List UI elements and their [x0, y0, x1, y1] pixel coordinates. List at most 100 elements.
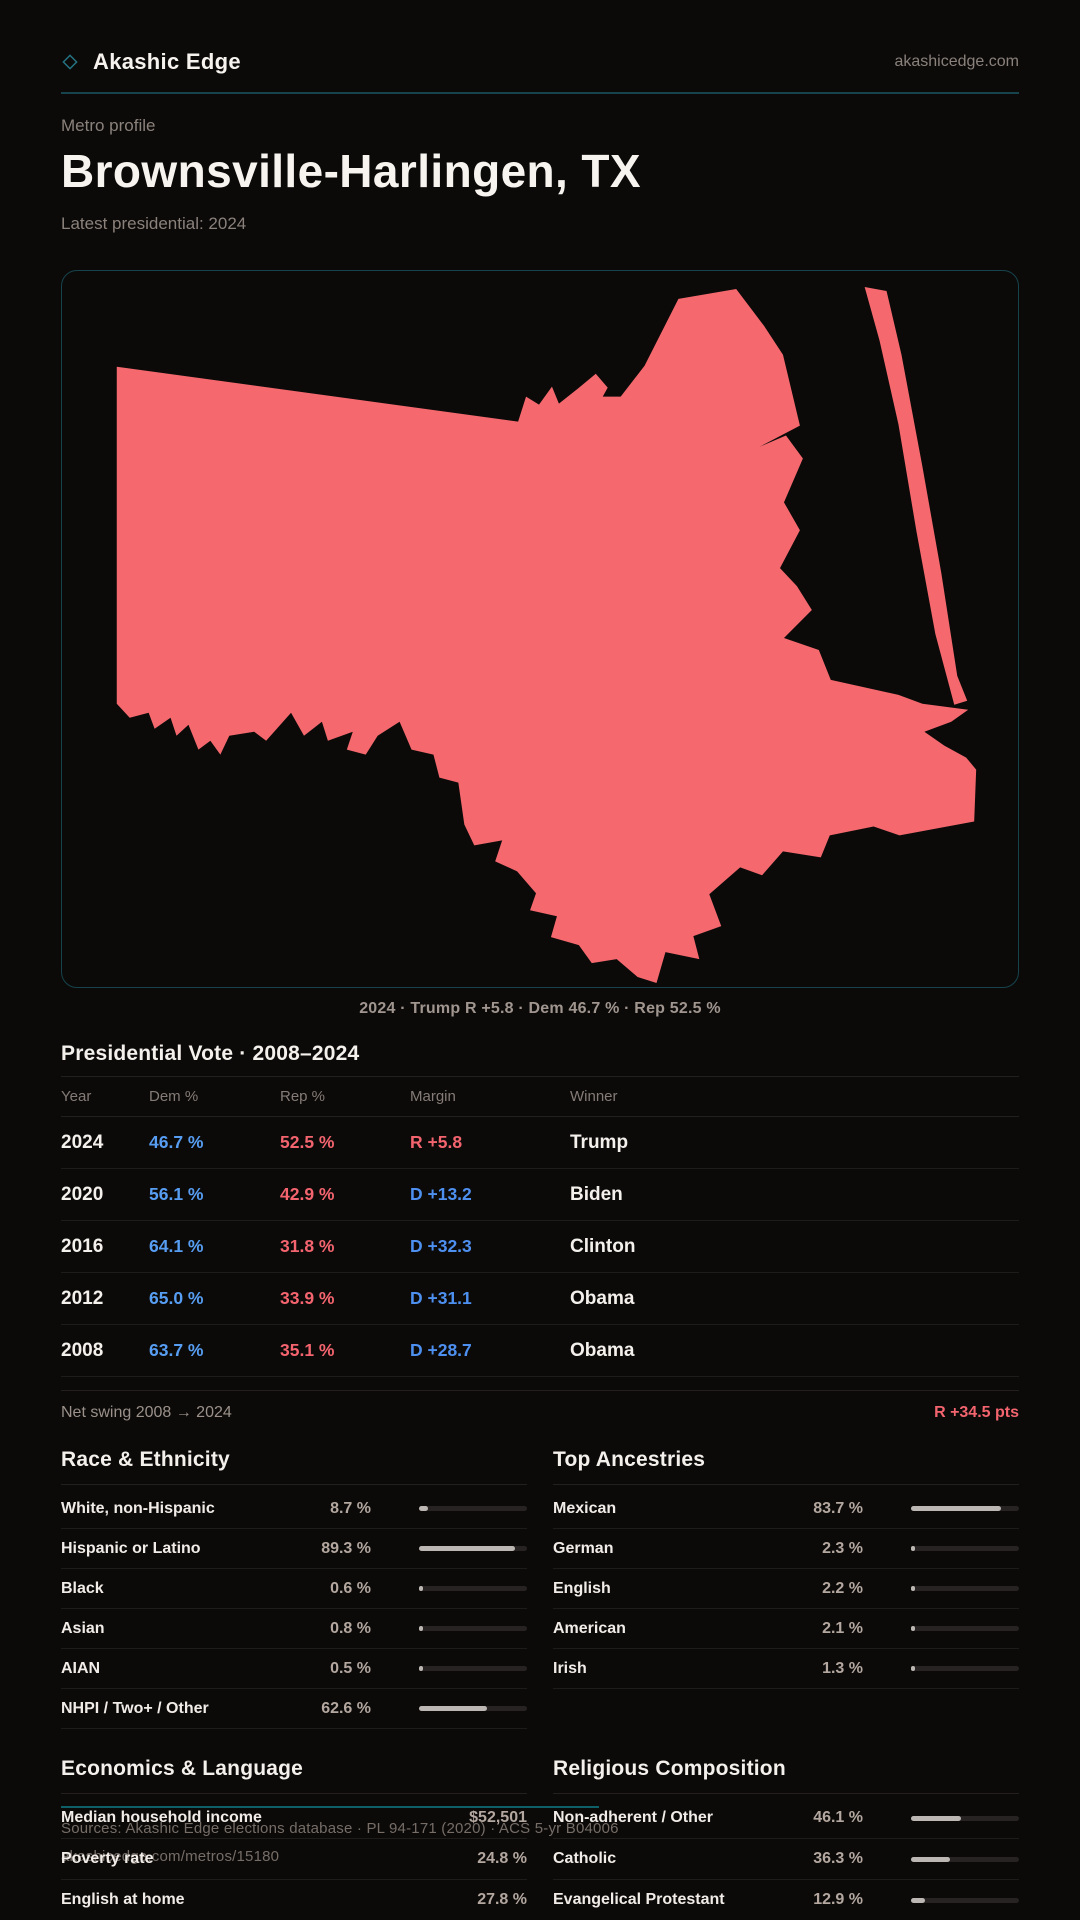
stat-value: 2.1 %	[822, 1619, 863, 1637]
stat-bar	[911, 1815, 1019, 1821]
rep-cell: 33.9 %	[280, 1288, 335, 1308]
stat-value: 0.5 %	[330, 1659, 371, 1677]
stat-row: White, non-Hispanic 8.7 %	[61, 1489, 527, 1529]
stat-bar	[911, 1897, 1019, 1903]
stat-row: Irish 1.3 %	[553, 1649, 1019, 1689]
net-swing-row: Net swing 2008 → 2024 R +34.5 pts	[61, 1390, 1019, 1422]
rep-cell: 42.9 %	[280, 1184, 335, 1204]
stat-label: Catholic	[553, 1850, 617, 1867]
stat-value: $52,501	[469, 1809, 527, 1826]
footer-permalink[interactable]: akashicedge.com/metros/15180	[61, 1848, 280, 1865]
stat-label: Non-adherent / Other	[553, 1809, 714, 1826]
site-header: Akashic Edge akashicedge.com	[61, 46, 1019, 78]
winner-cell: Obama	[570, 1339, 635, 1361]
race-ethnicity-section: Race & Ethnicity White, non-Hispanic 8.7…	[61, 1448, 527, 1729]
religion-section-title: Religious Composition	[553, 1757, 786, 1780]
stat-label: German	[553, 1539, 614, 1557]
year-cell: 2008	[61, 1339, 104, 1361]
stat-value: 0.6 %	[330, 1579, 371, 1597]
margin-cell: D +32.3	[410, 1236, 472, 1256]
county-shape	[116, 288, 977, 984]
winner-cell: Clinton	[570, 1235, 636, 1257]
stat-bar	[911, 1586, 1019, 1591]
stat-bar	[419, 1626, 527, 1631]
stat-value: 0.8 %	[330, 1619, 371, 1637]
stat-row: Hispanic or Latino 89.3 %	[61, 1529, 527, 1569]
stat-value: 89.3 %	[321, 1539, 371, 1557]
stat-label: Evangelical Protestant	[553, 1891, 725, 1908]
stat-value: 2.3 %	[822, 1539, 863, 1557]
stat-label: NHPI / Two+ / Other	[61, 1699, 209, 1717]
county-map-svg	[116, 286, 977, 984]
stat-row: American 2.1 %	[553, 1609, 1019, 1649]
col-rep: Rep %	[280, 1088, 326, 1105]
stat-row: English at home 27.8 %	[61, 1880, 527, 1920]
brand-name[interactable]: Akashic Edge	[93, 49, 241, 74]
table-row: 2024 46.7 % 52.5 % R +5.8 Trump	[61, 1117, 1019, 1169]
religious-composition-section: Religious Composition Non-adherent / Oth…	[553, 1757, 1019, 1920]
stat-label: Asian	[61, 1619, 105, 1637]
stat-bar	[419, 1586, 527, 1591]
stat-label: English at home	[61, 1891, 185, 1908]
stat-label: English	[553, 1579, 611, 1597]
table-row: 2008 63.7 % 35.1 % D +28.7 Obama	[61, 1325, 1019, 1377]
stat-bar	[419, 1506, 527, 1511]
stat-value: 36.3 %	[813, 1850, 863, 1867]
margin-cell: D +28.7	[410, 1340, 472, 1360]
stat-label: Irish	[553, 1659, 587, 1677]
margin-cell: D +31.1	[410, 1288, 472, 1308]
stat-row: German 2.3 %	[553, 1529, 1019, 1569]
net-swing-value: R +34.5 pts	[934, 1404, 1019, 1421]
stat-label: Median household income	[61, 1809, 262, 1826]
winner-cell: Trump	[570, 1131, 629, 1153]
dem-cell: 63.7 %	[149, 1340, 204, 1360]
stat-value: 62.6 %	[321, 1699, 371, 1717]
stat-bar	[419, 1666, 527, 1671]
brand-domain-link[interactable]: akashicedge.com	[894, 53, 1019, 70]
col-year: Year	[61, 1088, 92, 1105]
rep-cell: 52.5 %	[280, 1132, 335, 1152]
footer-accent-rule	[61, 1806, 599, 1808]
stat-row: Evangelical Protestant 12.9 %	[553, 1880, 1019, 1920]
stat-value: 1.3 %	[822, 1659, 863, 1677]
col-dem: Dem %	[149, 1088, 199, 1105]
winner-cell: Obama	[570, 1287, 635, 1309]
margin-cell: D +13.2	[410, 1184, 472, 1204]
ancestries-section-title: Top Ancestries	[553, 1448, 706, 1471]
stat-label: Poverty rate	[61, 1850, 154, 1867]
margin-cell: R +5.8	[410, 1132, 463, 1152]
stat-row: Catholic 36.3 %	[553, 1839, 1019, 1880]
stat-label: White, non-Hispanic	[61, 1499, 215, 1517]
year-cell: 2024	[61, 1131, 104, 1153]
stat-row: Non-adherent / Other 46.1 %	[553, 1798, 1019, 1839]
page-eyebrow: Metro profile	[61, 116, 156, 135]
header-divider	[61, 92, 1019, 94]
rep-cell: 35.1 %	[280, 1340, 335, 1360]
stat-bar	[419, 1546, 527, 1551]
net-swing-label: Net swing 2008 → 2024	[61, 1404, 232, 1421]
table-header-row: Year Dem % Rep % Margin Winner	[61, 1077, 1019, 1117]
col-winner: Winner	[570, 1088, 618, 1105]
stat-row: Poverty rate 24.8 %	[61, 1839, 527, 1880]
stat-row: Asian 0.8 %	[61, 1609, 527, 1649]
section-divider	[61, 1076, 1019, 1077]
barrier-island-shape	[864, 286, 968, 705]
year-cell: 2012	[61, 1287, 104, 1309]
stat-label: American	[553, 1619, 626, 1637]
year-cell: 2020	[61, 1183, 104, 1205]
section-divider	[61, 1793, 527, 1794]
race-section-title: Race & Ethnicity	[61, 1448, 230, 1471]
dem-cell: 56.1 %	[149, 1184, 204, 1204]
winner-cell: Biden	[570, 1183, 623, 1205]
metro-map	[61, 270, 1019, 988]
page-title: Brownsville-Harlingen, TX	[61, 145, 641, 197]
stat-row: Mexican 83.7 %	[553, 1489, 1019, 1529]
stat-row: AIAN 0.5 %	[61, 1649, 527, 1689]
presidential-vote-table: Year Dem % Rep % Margin Winner 2024 46.7…	[61, 1077, 1019, 1377]
section-divider	[61, 1484, 527, 1485]
stat-label: Mexican	[553, 1499, 617, 1517]
stat-label: Hispanic or Latino	[61, 1539, 201, 1557]
year-cell: 2016	[61, 1235, 104, 1257]
stat-bar	[911, 1546, 1019, 1551]
